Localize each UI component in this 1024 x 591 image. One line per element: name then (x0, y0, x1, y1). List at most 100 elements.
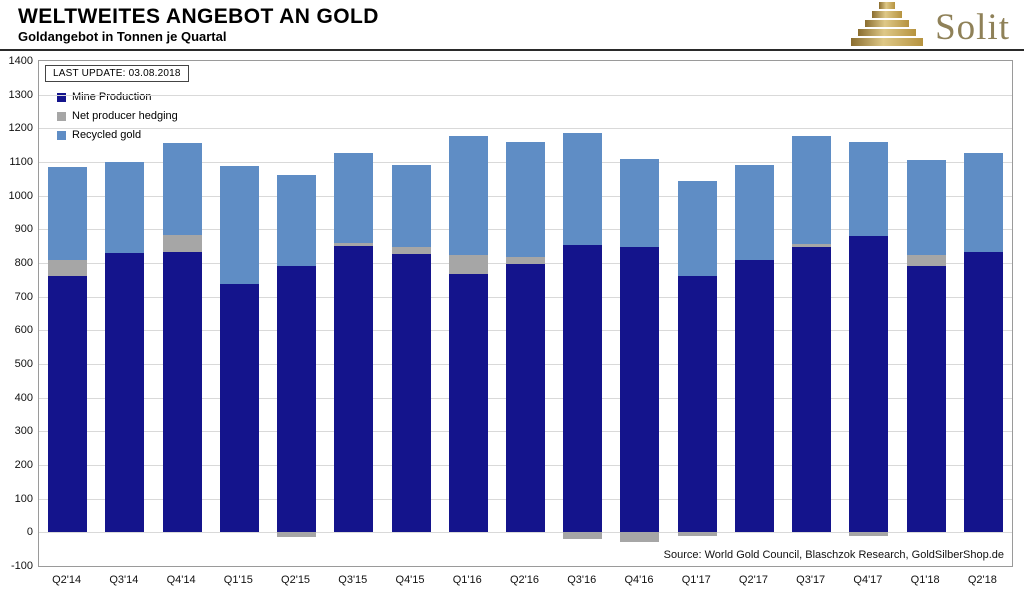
bar-segment-recycled-gold (449, 135, 488, 256)
header: WELTWEITES ANGEBOT AN GOLD Goldangebot i… (0, 0, 1024, 51)
legend-label: Net producer hedging (72, 110, 178, 122)
y-tick-label: 300 (14, 425, 33, 438)
bar-segment-recycled-gold (48, 167, 87, 260)
bar-segment-recycled-gold (964, 152, 1003, 252)
bar-segment-net-producer-hedging (849, 532, 888, 537)
y-tick-label: 1400 (8, 55, 33, 67)
bar-segment-recycled-gold (277, 175, 316, 267)
source-label: Source: World Gold Council, Blaschzok Re… (663, 549, 1004, 561)
bar-segment-net-producer-hedging (620, 532, 659, 543)
x-tick-label: Q2'18 (967, 574, 997, 586)
legend-label: Mine Production (72, 91, 152, 103)
y-tick-label: 0 (26, 526, 33, 539)
x-axis: Q2'14 Q3'14 Q4'14 Q1'15 Q2'15 Q3'15 Q4'15 Q1'16… (38, 567, 1013, 591)
gridline (39, 128, 1012, 130)
bar-segment-mine-production (964, 251, 1003, 533)
bar-segment-recycled-gold (392, 164, 431, 247)
bar-segment-net-producer-hedging (392, 246, 431, 254)
bar-segment-mine-production (563, 245, 602, 533)
bar-segment-net-producer-hedging (907, 254, 946, 267)
bar-segment-net-producer-hedging (449, 255, 488, 274)
bar-segment-mine-production (849, 236, 888, 533)
bar-segment-recycled-gold (792, 136, 831, 245)
gridline (39, 532, 1012, 534)
bar-segment-mine-production (735, 260, 774, 533)
bar-segment-recycled-gold (163, 143, 202, 236)
legend-item-net-producer-hedging: Net producer hedging (57, 110, 178, 122)
y-tick-label: 900 (14, 223, 33, 236)
bar-segment-recycled-gold (506, 141, 545, 257)
bar-segment-mine-production (907, 266, 946, 533)
x-tick-label: Q1'18 (910, 574, 940, 586)
bar-segment-mine-production (792, 246, 831, 533)
bar-segment-recycled-gold (849, 142, 888, 237)
bar-segment-mine-production (220, 284, 259, 533)
bar-segment-recycled-gold (678, 180, 717, 277)
y-axis: -100 0 100 200 300 400 500 600 700 800 900 1000 1100… (0, 55, 38, 572)
bar-segment-mine-production (48, 276, 87, 533)
x-tick-label: Q3'17 (796, 574, 826, 586)
bar-segment-net-producer-hedging (277, 532, 316, 538)
x-tick-label: Q4'16 (624, 574, 654, 586)
bar-segment-mine-production (105, 252, 144, 533)
x-tick-label: Q4'14 (166, 574, 196, 586)
x-tick-label: Q1'16 (452, 574, 482, 586)
bar-segment-recycled-gold (220, 166, 259, 285)
chart: -100 0 100 200 300 400 500 600 700 800 900 1000 1100… (0, 55, 1024, 591)
pyramid-icon (851, 2, 924, 53)
bar-segment-recycled-gold (334, 152, 373, 244)
x-tick-label: Q3'14 (109, 574, 139, 586)
bar-segment-net-producer-hedging (678, 532, 717, 536)
bar-segment-mine-production (620, 246, 659, 533)
bar-segment-recycled-gold (105, 162, 144, 253)
y-tick-label: 500 (14, 358, 33, 370)
y-tick-label: 1300 (8, 88, 33, 101)
y-tick-label: -100 (10, 560, 33, 572)
y-tick-label: 200 (14, 459, 33, 471)
bar-segment-net-producer-hedging (48, 259, 87, 277)
bar-segment-mine-production (334, 246, 373, 533)
bar-segment-mine-production (392, 253, 431, 533)
bar-segment-mine-production (506, 263, 545, 533)
bar-segment-net-producer-hedging (792, 244, 831, 247)
x-tick-label: Q1'15 (223, 574, 253, 586)
bar-segment-mine-production (163, 252, 202, 533)
bar-segment-recycled-gold (563, 133, 602, 246)
y-tick-label: 600 (14, 324, 33, 337)
legend-label: Recycled gold (72, 129, 142, 141)
x-tick-label: Q3'16 (567, 574, 597, 586)
bar-segment-net-producer-hedging (163, 235, 202, 253)
y-tick-label: 800 (14, 257, 33, 269)
bar-segment-net-producer-hedging (334, 243, 373, 247)
bar-segment-mine-production (678, 276, 717, 533)
x-tick-label: Q2'17 (738, 574, 768, 586)
y-tick-label: 1000 (8, 189, 33, 202)
legend-item-mine-production: Mine Production (57, 91, 178, 103)
x-tick-label: Q2'14 (52, 574, 82, 586)
y-tick-label: 700 (14, 290, 33, 303)
last-update-label: LAST UPDATE: 03.08.2018 (45, 65, 189, 82)
y-tick-label: 400 (14, 391, 33, 404)
solit-logo: Solit (851, 2, 1010, 53)
legend-swatch-recycled-gold (57, 130, 66, 140)
legend: Mine Production Net producer hedging Rec… (57, 91, 178, 141)
x-tick-label: Q2'16 (509, 574, 540, 586)
x-tick-label: Q3'15 (338, 574, 368, 586)
bar-segment-net-producer-hedging (506, 256, 545, 264)
page-title: WELTWEITES ANGEBOT AN GOLD (18, 5, 379, 28)
bar-segment-mine-production (277, 266, 316, 533)
bar-segment-net-producer-hedging (563, 532, 602, 540)
x-tick-label: Q1'17 (681, 574, 711, 586)
logo-text: Solit (935, 6, 1010, 48)
bar-segment-recycled-gold (620, 159, 659, 247)
legend-swatch-net-producer-hedging (57, 111, 66, 121)
page-subtitle: Goldangebot in Tonnen je Quartal (18, 29, 227, 44)
y-tick-label: 1200 (8, 122, 33, 135)
plot-area: LAST UPDATE: 03.08.2018 Mine Production … (38, 60, 1013, 567)
legend-swatch-mine-production (57, 92, 66, 102)
gridline (39, 94, 1012, 96)
x-tick-label: Q4'17 (853, 574, 883, 586)
x-tick-label: Q4'15 (395, 574, 425, 586)
bar-segment-mine-production (449, 273, 488, 533)
bar-segment-recycled-gold (907, 160, 946, 255)
